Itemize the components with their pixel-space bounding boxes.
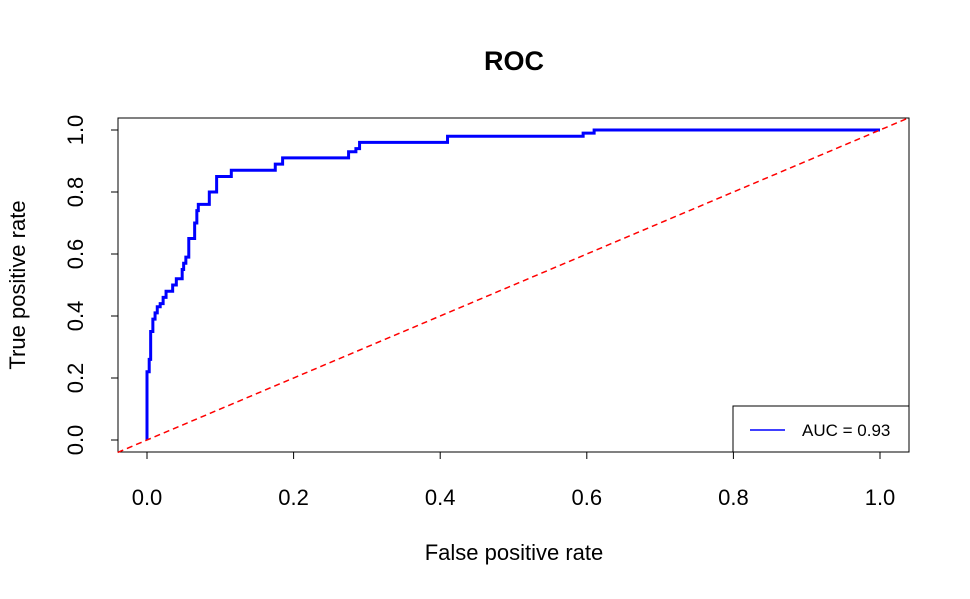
- y-tick-label: 0.0: [63, 425, 88, 456]
- diagonal-reference-line: [117, 116, 910, 454]
- y-tick-label: 1.0: [63, 115, 88, 146]
- series-layer: [117, 116, 910, 454]
- x-axis: 0.0 0.2 0.4 0.6 0.8 1.0: [132, 451, 896, 510]
- x-tick-label: 1.0: [865, 485, 896, 510]
- y-tick-label: 0.2: [63, 363, 88, 394]
- x-tick-label: 0.6: [572, 485, 603, 510]
- roc-curve: [145, 128, 880, 440]
- y-tick-label: 0.4: [63, 301, 88, 332]
- legend: AUC = 0.93: [732, 405, 910, 453]
- y-tick-label: 0.6: [63, 239, 88, 270]
- x-tick-label: 0.2: [278, 485, 309, 510]
- legend-box: [732, 405, 910, 453]
- legend-label: AUC = 0.93: [802, 421, 890, 440]
- x-tick-label: 0.0: [132, 485, 163, 510]
- chart-title: ROC: [484, 46, 544, 76]
- x-tick-label: 0.8: [718, 485, 749, 510]
- y-tick-label: 0.8: [63, 177, 88, 208]
- x-axis-label: False positive rate: [425, 540, 604, 565]
- y-axis: 0.0 0.2 0.4 0.6 0.8 1.0: [63, 115, 119, 456]
- x-tick-label: 0.4: [425, 485, 456, 510]
- y-axis-label: True positive rate: [5, 200, 30, 369]
